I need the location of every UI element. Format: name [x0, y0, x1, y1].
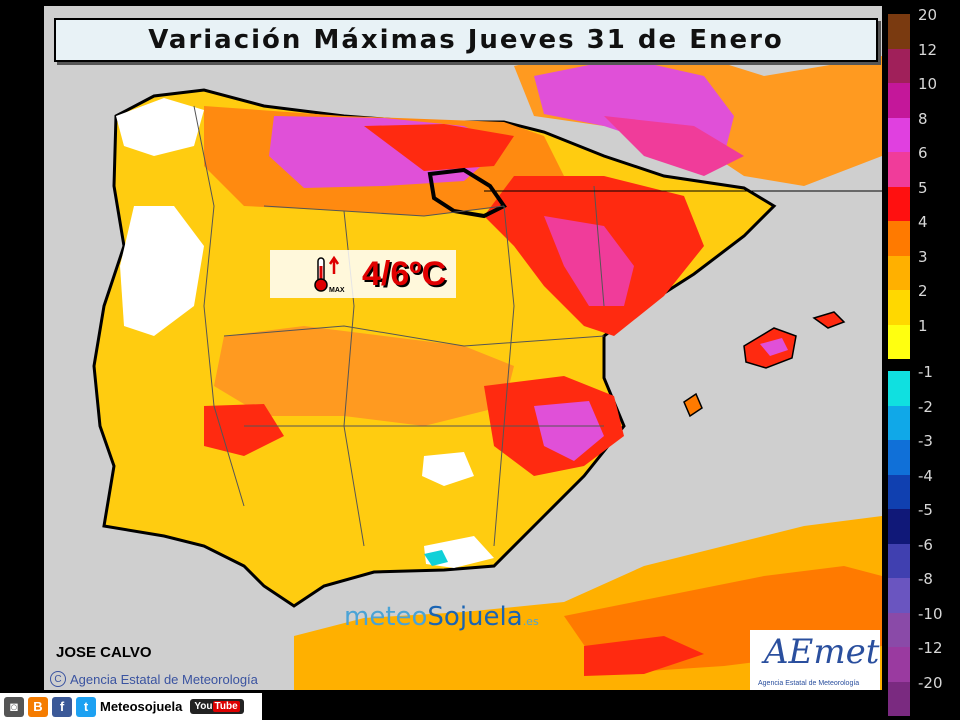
legend-label: 8	[918, 109, 928, 128]
legend-swatch	[888, 681, 910, 716]
legend-swatch	[888, 324, 910, 359]
legend-label: -6	[918, 535, 933, 554]
zone-cyan-patch	[424, 550, 448, 566]
legend-label: -4	[918, 466, 933, 485]
legend-label: -5	[918, 501, 933, 519]
max-annotation: MAX 4/6ºC	[270, 250, 456, 298]
legend-label: -8	[918, 570, 933, 588]
island-ibiza	[683, 392, 703, 418]
legend-swatch	[888, 509, 910, 544]
copyright-icon: C	[50, 671, 66, 687]
watermark-suffix: .es	[522, 615, 539, 628]
legend-label: 2	[918, 282, 928, 300]
zone-center-orange	[214, 326, 514, 426]
legend-swatch	[888, 14, 910, 49]
credit-text: Agencia Estatal de Meteorología	[70, 671, 258, 687]
zone-south-white	[422, 452, 474, 486]
legend-swatch	[888, 152, 910, 187]
la-rioja-outline	[427, 167, 507, 219]
legend-label: -20	[918, 673, 943, 692]
zone-africa-red	[584, 636, 704, 676]
legend-label: 3	[918, 247, 928, 266]
legend-swatch	[888, 255, 910, 290]
zone-northwest-white	[116, 98, 204, 156]
legend-swatch	[888, 543, 910, 578]
logo-name: AEmet	[764, 632, 880, 672]
social-label[interactable]: Meteosojuela	[100, 699, 183, 714]
legend-swatch	[888, 83, 910, 118]
legend-label: 1	[918, 316, 928, 335]
logo-subtitle: Agencia Estatal de Meteorología	[758, 680, 860, 687]
watermark-part1: meteo	[344, 602, 428, 632]
legend-swatch	[888, 48, 910, 83]
title-box: Variación Máximas Jueves 31 de Enero	[54, 18, 878, 62]
legend-label: -2	[918, 397, 933, 416]
zone-east-magenta	[544, 216, 634, 306]
legend-swatch	[888, 221, 910, 256]
legend-swatch	[888, 290, 910, 325]
zone-southeast-magenta	[534, 401, 604, 461]
twitter-icon[interactable]: t	[76, 696, 96, 717]
legend-swatch	[888, 186, 910, 221]
legend-swatch	[888, 474, 910, 509]
thermometer-icon: MAX	[314, 255, 345, 294]
youtube-tube: Tube	[212, 701, 240, 712]
legend-label: 5	[918, 178, 928, 197]
author-label: JOSE CALVO	[56, 644, 152, 661]
island-menorca	[812, 311, 846, 329]
legend-swatch	[888, 440, 910, 475]
legend-label: 6	[918, 144, 928, 162]
aemet-logo: AEmet Agencia Estatal de Meteorología	[750, 630, 880, 690]
legend-swatch	[888, 371, 910, 406]
legend-swatch	[888, 405, 910, 440]
map-canvas	[92, 46, 882, 690]
legend-label: -12	[918, 639, 943, 657]
color-legend: 20 12 10 8 6 5 4 3 2 1 -1 -2 -3 -4 -5 -6 -8 -10 -12 -20	[888, 6, 960, 716]
legend-swatch	[888, 612, 910, 647]
legend-label: 20	[918, 6, 938, 24]
legend-label: 10	[918, 75, 938, 93]
legend-label: -1	[918, 363, 933, 381]
social-bar: ◙ B f t Meteosojuela You Tube	[0, 693, 262, 720]
youtube-icon[interactable]: You Tube	[190, 699, 244, 714]
watermark: meteoSojuela.es	[344, 602, 539, 632]
legend-label: -3	[918, 432, 933, 450]
legend-label: -10	[918, 604, 943, 623]
credit-line: C Agencia Estatal de Meteorología	[50, 671, 258, 687]
camera-icon[interactable]: ◙	[4, 696, 24, 717]
max-icon-label: MAX	[329, 287, 345, 294]
page-title: Variación Máximas Jueves 31 de Enero	[148, 25, 784, 55]
zone-west-white	[120, 206, 204, 336]
island-mallorca-core	[760, 338, 788, 356]
facebook-icon[interactable]: f	[52, 696, 72, 717]
legend-swatch	[888, 647, 910, 682]
legend-label: 4	[918, 213, 928, 231]
zone-france-pink	[604, 116, 744, 176]
zone-north-red	[364, 124, 514, 171]
legend-swatch	[888, 578, 910, 613]
zone-south-red	[204, 404, 284, 456]
youtube-you: You	[194, 701, 213, 712]
blogger-icon[interactable]: B	[28, 696, 48, 717]
legend-swatch	[888, 117, 910, 152]
map-frame: Variación Máximas Jueves 31 de Enero MAX…	[44, 6, 882, 690]
variation-value: 4/6ºC	[362, 254, 447, 293]
watermark-part2: Sojuela	[427, 602, 523, 632]
legend-label: 12	[918, 40, 938, 59]
